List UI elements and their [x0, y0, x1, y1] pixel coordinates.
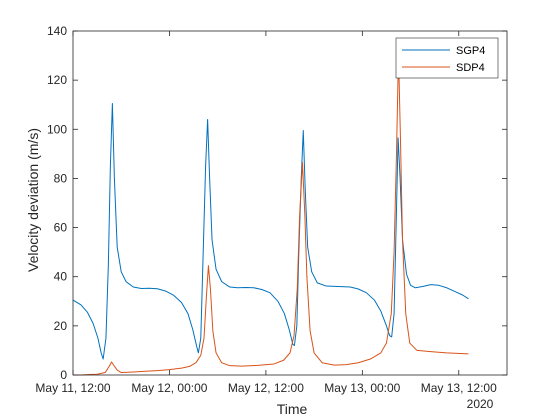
y-tick-label: 100 — [47, 122, 67, 136]
axes-box — [72, 30, 508, 376]
y-tick-label: 120 — [47, 73, 67, 87]
x-tick-label: May 11, 12:00 — [35, 381, 110, 395]
plot-layer — [72, 52, 469, 376]
x-ticks: May 11, 12:00 May 12, 00:00 May 12, 12:00 M… — [35, 31, 497, 395]
y-axis-label: Velocity deviation (m/s) — [25, 128, 41, 272]
y-tick-label: 80 — [54, 171, 68, 185]
x-tick-label: May 12, 00:00 — [131, 381, 207, 395]
y-tick-label: 60 — [54, 221, 68, 235]
x-tick-label: May 12, 12:00 — [228, 381, 304, 395]
y-tick-label: 140 — [47, 24, 67, 38]
legend-label-sdp4: SDP4 — [456, 62, 485, 74]
legend-label-sgp4: SGP4 — [456, 45, 485, 57]
y-tick-label: 40 — [54, 270, 68, 284]
series-line-sdp4 — [73, 52, 469, 376]
y-tick-label: 20 — [54, 319, 68, 333]
y-ticks: 0 20 40 60 80 100 120 140 — [47, 24, 507, 382]
x-axis-year-label: 2020 — [467, 397, 494, 411]
legend-box — [395, 37, 499, 79]
y-tick-label: 0 — [60, 368, 67, 382]
legend: SGP4 SDP4 — [395, 37, 499, 79]
series-line-sgp4 — [72, 102, 469, 360]
x-tick-label: May 13, 00:00 — [324, 381, 400, 395]
x-axis-label: Time — [277, 401, 308, 417]
x-tick-label: May 13, 12:00 — [421, 381, 497, 395]
